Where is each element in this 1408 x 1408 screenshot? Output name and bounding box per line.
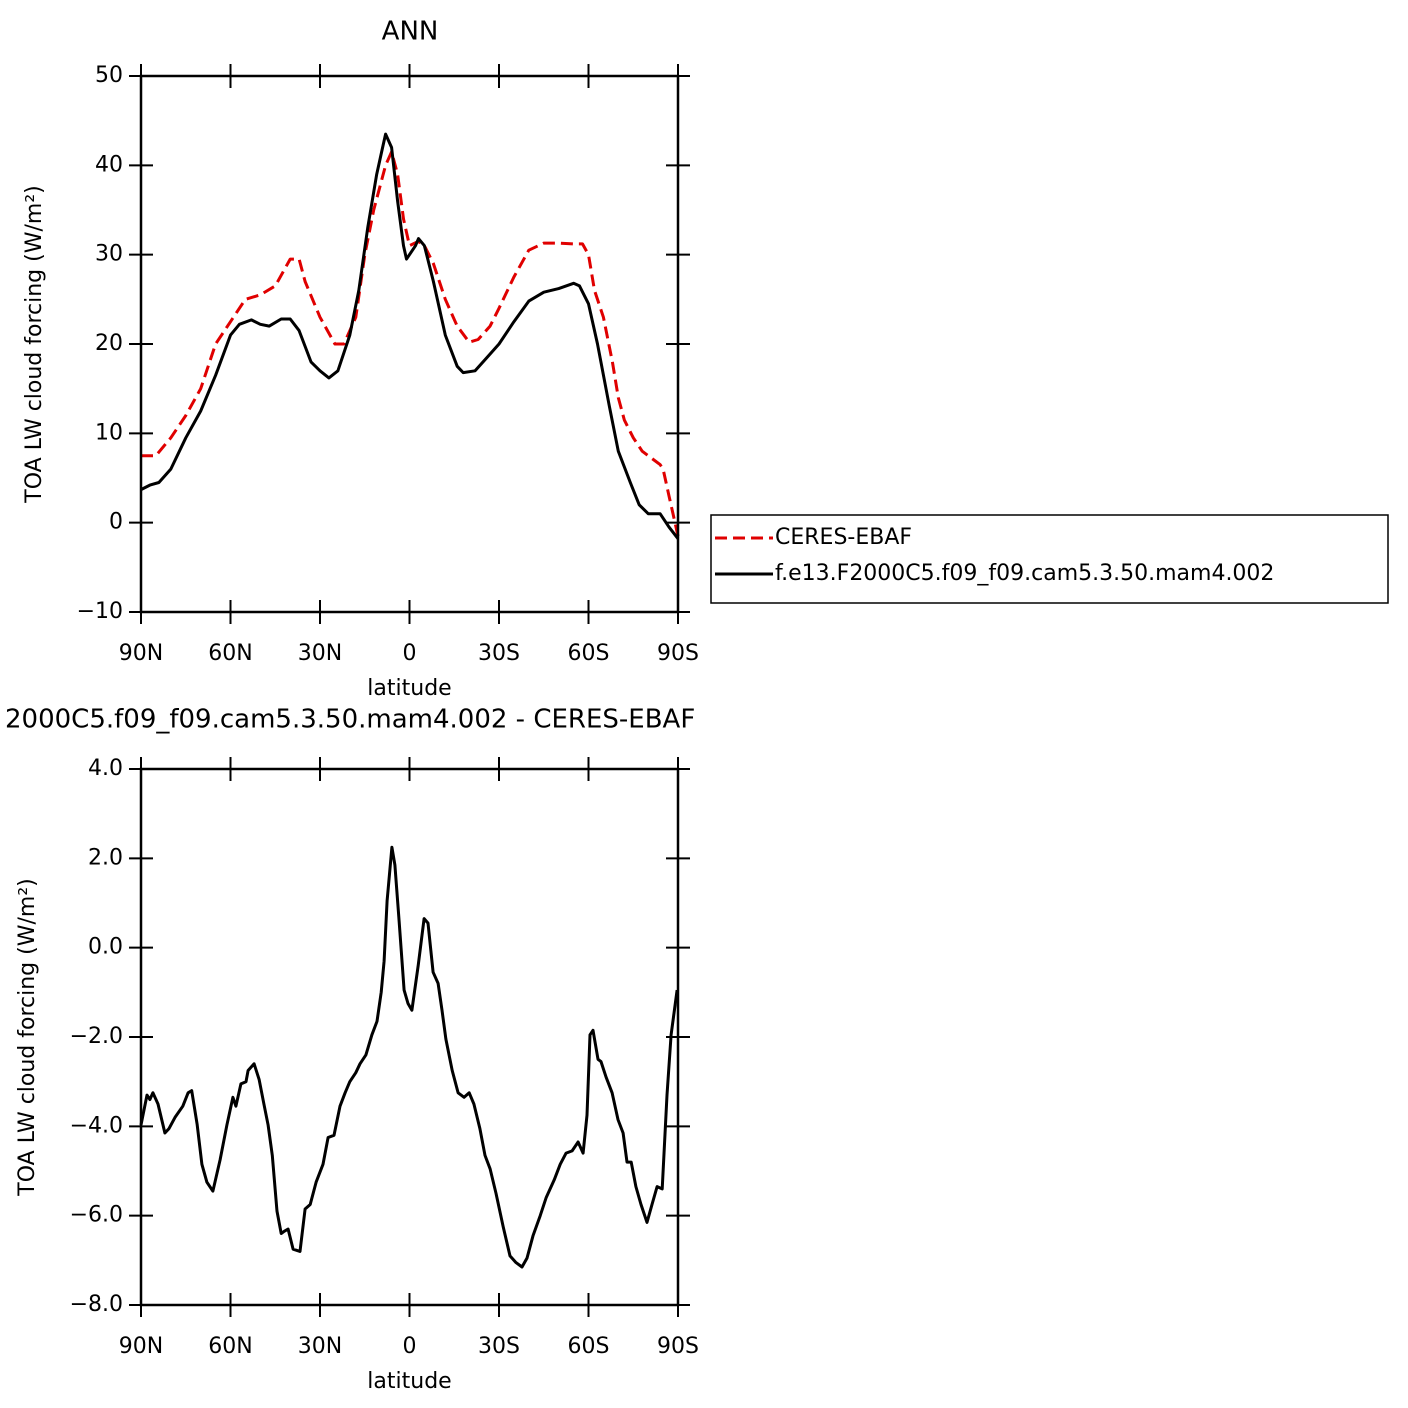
x-tick-label: 30S — [478, 1334, 520, 1359]
legend-label: f.e13.F2000C5.f09_f09.cam5.3.50.mam4.002 — [775, 561, 1274, 586]
x-tick-label: 0 — [403, 641, 417, 666]
x-tick-label: 30N — [298, 641, 342, 666]
x-tick-label: 90N — [119, 1334, 163, 1359]
data-line — [141, 150, 680, 537]
y-tick-label: 10 — [95, 420, 123, 445]
legend-box — [710, 514, 1389, 604]
y-tick-label: 40 — [95, 152, 123, 177]
y-axis-label: TOA LW cloud forcing (W/m²) — [15, 878, 40, 1196]
chart-title: ANN — [382, 17, 439, 47]
y-tick-label: 30 — [95, 242, 123, 267]
y-axis-label: TOA LW cloud forcing (W/m²) — [22, 185, 47, 503]
x-tick-label: 60N — [208, 641, 252, 666]
y-tick-label: 20 — [95, 331, 123, 356]
x-tick-label: 90S — [657, 641, 699, 666]
x-axis-label: latitude — [367, 676, 451, 701]
x-tick-label: 60S — [568, 641, 610, 666]
y-tick-label: 0.0 — [88, 935, 123, 960]
y-tick-label: −10 — [77, 599, 123, 624]
x-tick-label: 30N — [298, 1334, 342, 1359]
y-tick-label: 50 — [95, 63, 123, 88]
legend-label: CERES-EBAF — [775, 525, 912, 550]
x-axis-label: latitude — [367, 1369, 451, 1394]
y-tick-label: 2.0 — [88, 845, 123, 870]
y-tick-label: −2.0 — [70, 1024, 123, 1049]
x-tick-label: 60N — [208, 1334, 252, 1359]
x-tick-label: 0 — [403, 1334, 417, 1359]
y-tick-label: 0 — [109, 510, 123, 535]
y-tick-label: −6.0 — [70, 1203, 123, 1228]
y-tick-label: −4.0 — [70, 1113, 123, 1138]
plot-frame — [139, 767, 680, 1307]
x-tick-label: 60S — [568, 1334, 610, 1359]
chart-title: 2000C5.f09_f09.cam5.3.50.mam4.002 - CERE… — [5, 705, 695, 735]
plot-frame — [139, 74, 680, 614]
x-tick-label: 90N — [119, 641, 163, 666]
x-tick-label: 90S — [657, 1334, 699, 1359]
x-tick-label: 30S — [478, 641, 520, 666]
y-tick-label: −8.0 — [70, 1292, 123, 1317]
data-line — [139, 845, 679, 1269]
y-tick-label: 4.0 — [88, 756, 123, 781]
data-line — [140, 132, 680, 540]
